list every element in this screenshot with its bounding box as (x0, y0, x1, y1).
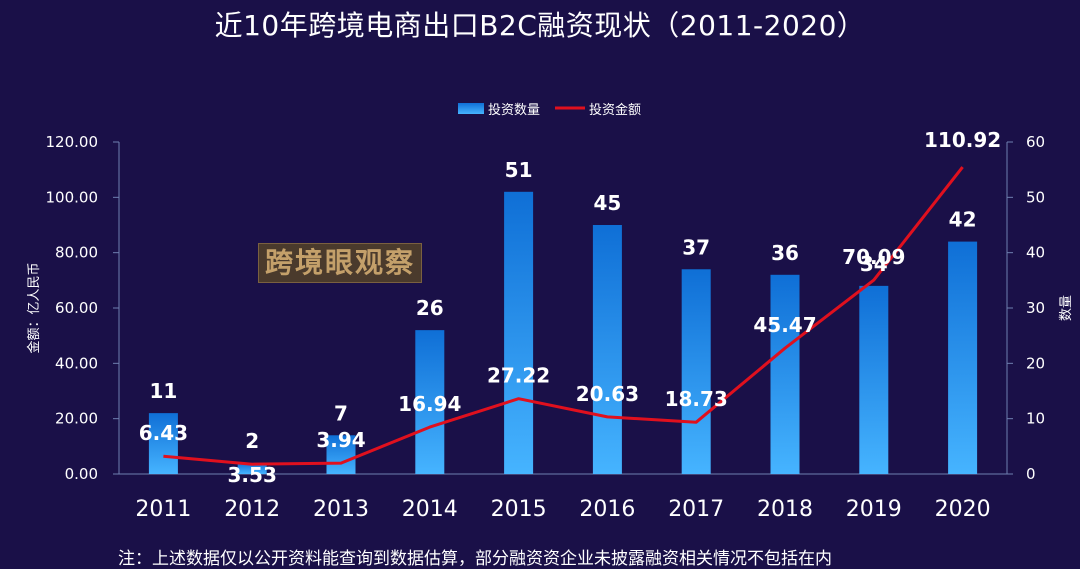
y-ticks-left: 0.00 20.00 40.00 60.00 80.00 100.00 120.00 (46, 133, 119, 483)
bar (770, 274, 800, 474)
bar-series (148, 191, 978, 475)
y-ticks-right: 0 10 20 30 40 50 60 (1007, 133, 1045, 483)
x-tick-label: 2015 (491, 497, 547, 522)
amount-line (163, 166, 964, 466)
bar-value-label: 42 (949, 208, 977, 232)
y-tick-left-label: 0.00 (65, 465, 98, 483)
y-tick-left-label: 100.00 (46, 188, 99, 206)
y-tick-right-label: 50 (1026, 188, 1045, 206)
y-tick-left-label: 80.00 (55, 244, 98, 262)
y-tick-left-label: 120.00 (46, 133, 99, 151)
chart-title: 近10年跨境电商出口B2C融资现状（2011-2020） (214, 9, 866, 42)
legend-line-label: 投资金额 (589, 102, 641, 118)
line-value-label: 3.94 (316, 428, 365, 452)
x-tick-label: 2014 (402, 497, 458, 522)
line-value-label: 18.73 (665, 387, 728, 411)
bar-value-label: 7 (334, 401, 348, 425)
bar (681, 269, 711, 474)
bar (592, 225, 622, 474)
line-value-label: 16.94 (398, 392, 461, 416)
bar-labels: 11 2 7 26 51 45 37 36 34 42 (149, 158, 976, 453)
y-axis-left-title: 金额：亿人民币 (26, 262, 42, 353)
bar-value-label: 26 (416, 296, 444, 320)
bar (504, 191, 534, 475)
bar (237, 462, 267, 474)
bar-value-label: 45 (593, 191, 621, 215)
bar-value-label: 51 (505, 158, 533, 182)
y-tick-left-label: 20.00 (55, 410, 98, 428)
legend: 投资数量 投资金额 (458, 102, 641, 118)
bar (415, 330, 445, 474)
bar-value-label: 37 (682, 235, 710, 259)
x-tick-label: 2011 (135, 497, 191, 522)
y-axis-right-title: 数量 (1059, 295, 1074, 321)
bar-value-label: 36 (771, 241, 799, 265)
line-labels: 6.43 3.53 3.94 16.94 27.22 20.63 18.73 45.47 70.… (139, 128, 1001, 487)
x-ticks: 2011 2012 2013 2014 2015 2016 2017 2018 2019 2020 (135, 497, 990, 522)
bar (148, 413, 178, 474)
watermark-logo: 跨境眼观察 (258, 243, 423, 283)
legend-bar-swatch (458, 103, 484, 114)
y-tick-right-label: 40 (1026, 244, 1045, 262)
line-value-label: 27.22 (487, 364, 550, 388)
footnote: 注：上述数据仅以公开资料能查询到数据估算，部分融资资企业未披露融资相关情况不包括… (118, 549, 832, 569)
x-tick-label: 2020 (935, 497, 991, 522)
x-tick-label: 2016 (579, 497, 635, 522)
y-tick-left-label: 40.00 (55, 354, 98, 372)
x-tick-label: 2013 (313, 497, 369, 522)
y-tick-right-label: 0 (1026, 465, 1036, 483)
bar-value-label: 11 (149, 379, 177, 403)
y-tick-right-label: 30 (1026, 299, 1045, 317)
x-tick-label: 2019 (846, 497, 902, 522)
bar (948, 241, 978, 474)
line-value-label: 3.53 (228, 463, 277, 487)
x-tick-label: 2012 (224, 497, 280, 522)
bar-value-label: 2 (245, 429, 259, 453)
legend-bar-label: 投资数量 (488, 102, 540, 118)
line-value-label: 45.47 (753, 313, 816, 337)
x-tick-label: 2017 (668, 497, 724, 522)
line-value-label: 110.92 (924, 128, 1001, 152)
bar-value-label: 34 (860, 252, 888, 276)
bar (326, 435, 356, 474)
y-tick-right-label: 60 (1026, 133, 1045, 151)
line-value-label: 70.09 (842, 245, 905, 269)
line-value-label: 20.63 (576, 382, 639, 406)
bar (859, 285, 889, 474)
y-tick-left-label: 60.00 (55, 299, 98, 317)
line-value-label: 6.43 (139, 421, 188, 445)
y-tick-right-label: 20 (1026, 354, 1045, 372)
y-tick-right-label: 10 (1026, 410, 1045, 428)
line-series (163, 166, 964, 466)
x-tick-label: 2018 (757, 497, 813, 522)
